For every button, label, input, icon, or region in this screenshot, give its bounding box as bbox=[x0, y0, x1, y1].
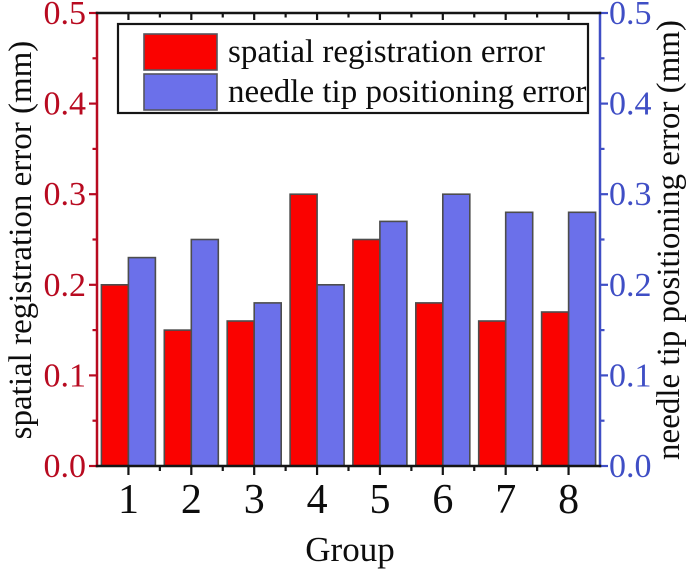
y-axis-title-left: spatial registration error (mm) bbox=[3, 41, 39, 440]
bars-layer bbox=[100, 193, 597, 467]
x-tick-label-5: 5 bbox=[369, 477, 390, 523]
bar-spatial-group-1 bbox=[100, 283, 130, 467]
bar-needle-group-7 bbox=[504, 211, 534, 467]
bar-needle-group-8 bbox=[567, 211, 597, 467]
y-tick-label-right-0.2: 0.2 bbox=[609, 267, 652, 304]
y-tick-label-left-0.3: 0.3 bbox=[44, 176, 87, 213]
bar-needle-group-1 bbox=[127, 256, 157, 467]
x-tick-label-1: 1 bbox=[118, 477, 139, 523]
bar-spatial-group-6 bbox=[414, 302, 444, 467]
bar-spatial-group-7 bbox=[477, 320, 507, 467]
x-tick-label-8: 8 bbox=[558, 477, 579, 523]
legend-label-needle-tip-positioning-error: needle tip positioning error bbox=[228, 74, 586, 110]
y-tick-label-left-0.5: 0.5 bbox=[44, 0, 87, 32]
legend-swatch-needle-tip-positioning-error bbox=[143, 73, 218, 111]
legend-swatch-spatial-registration-error bbox=[143, 33, 218, 71]
y-axis-title-right: needle tip positioning error (mm) bbox=[651, 20, 687, 460]
y-tick-label-right-0.1: 0.1 bbox=[609, 357, 652, 394]
axes-layer: 0.0 0.0 0.1 0.1 0.2 0.2 0.3 0.3 0.4 0.4 0.5 0.5 1 2 3 4… bbox=[44, 0, 652, 523]
bar-needle-group-5 bbox=[379, 220, 408, 467]
bar-spatial-group-2 bbox=[163, 329, 193, 467]
y-tick-label-left-0.2: 0.2 bbox=[44, 267, 87, 304]
bar-spatial-group-3 bbox=[226, 320, 255, 467]
y-tick-label-right-0.0: 0.0 bbox=[609, 448, 652, 485]
legend-label-spatial-registration-error: spatial registration error bbox=[228, 34, 545, 70]
x-axis-title: Group bbox=[305, 530, 394, 569]
bar-spatial-group-5 bbox=[352, 238, 381, 467]
legend: spatial registration error needle tip po… bbox=[116, 22, 590, 115]
bar-needle-group-6 bbox=[441, 193, 471, 467]
y-tick-label-left-0.1: 0.1 bbox=[44, 357, 87, 394]
y-tick-label-right-0.5: 0.5 bbox=[609, 0, 652, 32]
x-tick-label-7: 7 bbox=[495, 477, 516, 523]
bar-spatial-group-4 bbox=[289, 193, 318, 467]
bar-needle-group-3 bbox=[253, 302, 282, 467]
bar-needle-group-2 bbox=[190, 238, 220, 467]
y-tick-label-right-0.4: 0.4 bbox=[609, 86, 652, 123]
y-tick-label-left-0.4: 0.4 bbox=[44, 86, 87, 123]
y-tick-label-right-0.3: 0.3 bbox=[609, 176, 652, 213]
bar-needle-group-4 bbox=[316, 283, 345, 467]
x-tick-label-4: 4 bbox=[307, 477, 328, 523]
x-tick-label-3: 3 bbox=[244, 477, 265, 523]
x-tick-label-2: 2 bbox=[181, 477, 202, 523]
x-tick-label-6: 6 bbox=[432, 477, 453, 523]
y-tick-label-left-0.0: 0.0 bbox=[44, 448, 87, 485]
bar-spatial-group-8 bbox=[540, 311, 570, 467]
